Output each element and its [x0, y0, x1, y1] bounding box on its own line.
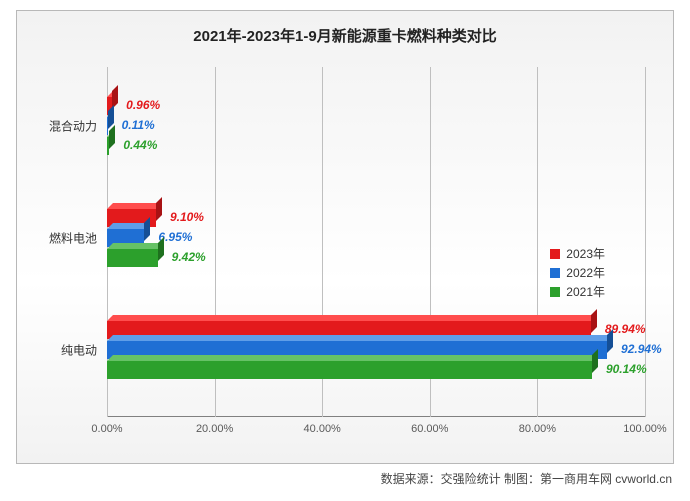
bar: 90.14%: [107, 361, 592, 379]
bar-value-label: 9.10%: [170, 210, 204, 224]
category-label: 燃料电池: [49, 230, 107, 247]
data-source-note: 数据来源：交强险统计 制图：第一商用车网 cvworld.cn: [16, 464, 674, 487]
chart-frame: 2021年-2023年1-9月新能源重卡燃料种类对比 0.00%20.00%40…: [16, 10, 674, 464]
legend-label: 2021年: [566, 283, 605, 300]
legend-swatch: [550, 268, 560, 278]
legend-label: 2023年: [566, 245, 605, 262]
bar-value-label: 92.94%: [621, 342, 662, 356]
legend-swatch: [550, 249, 560, 259]
x-tick-label: 60.00%: [411, 417, 448, 435]
x-tick-label: 80.00%: [519, 417, 556, 435]
bar-value-label: 0.44%: [123, 138, 157, 152]
category-label: 混合动力: [49, 118, 107, 135]
legend-label: 2022年: [566, 264, 605, 281]
category-label: 纯电动: [61, 342, 107, 359]
x-axis-baseline: [107, 416, 645, 417]
bar: 0.11%: [107, 117, 108, 135]
bar: 9.42%: [107, 249, 158, 267]
bar-value-label: 0.11%: [122, 118, 155, 132]
bar-value-label: 9.42%: [172, 250, 206, 264]
x-tick-label: 0.00%: [91, 417, 122, 435]
bar: 0.44%: [107, 137, 109, 155]
legend-item: 2022年: [550, 264, 605, 281]
chart-title: 2021年-2023年1-9月新能源重卡燃料种类对比: [17, 11, 673, 50]
x-tick-label: 20.00%: [196, 417, 233, 435]
page-root: 2021年-2023年1-9月新能源重卡燃料种类对比 0.00%20.00%40…: [0, 0, 690, 501]
legend-item: 2023年: [550, 245, 605, 262]
plot-area: 0.00%20.00%40.00%60.00%80.00%100.00%混合动力…: [107, 67, 645, 417]
x-tick-label: 40.00%: [304, 417, 341, 435]
bar-value-label: 90.14%: [606, 362, 647, 376]
bar-value-label: 0.96%: [126, 98, 160, 112]
legend: 2023年 2022年 2021年: [550, 243, 605, 302]
legend-item: 2021年: [550, 283, 605, 300]
x-tick-label: 100.00%: [623, 417, 666, 435]
legend-swatch: [550, 287, 560, 297]
